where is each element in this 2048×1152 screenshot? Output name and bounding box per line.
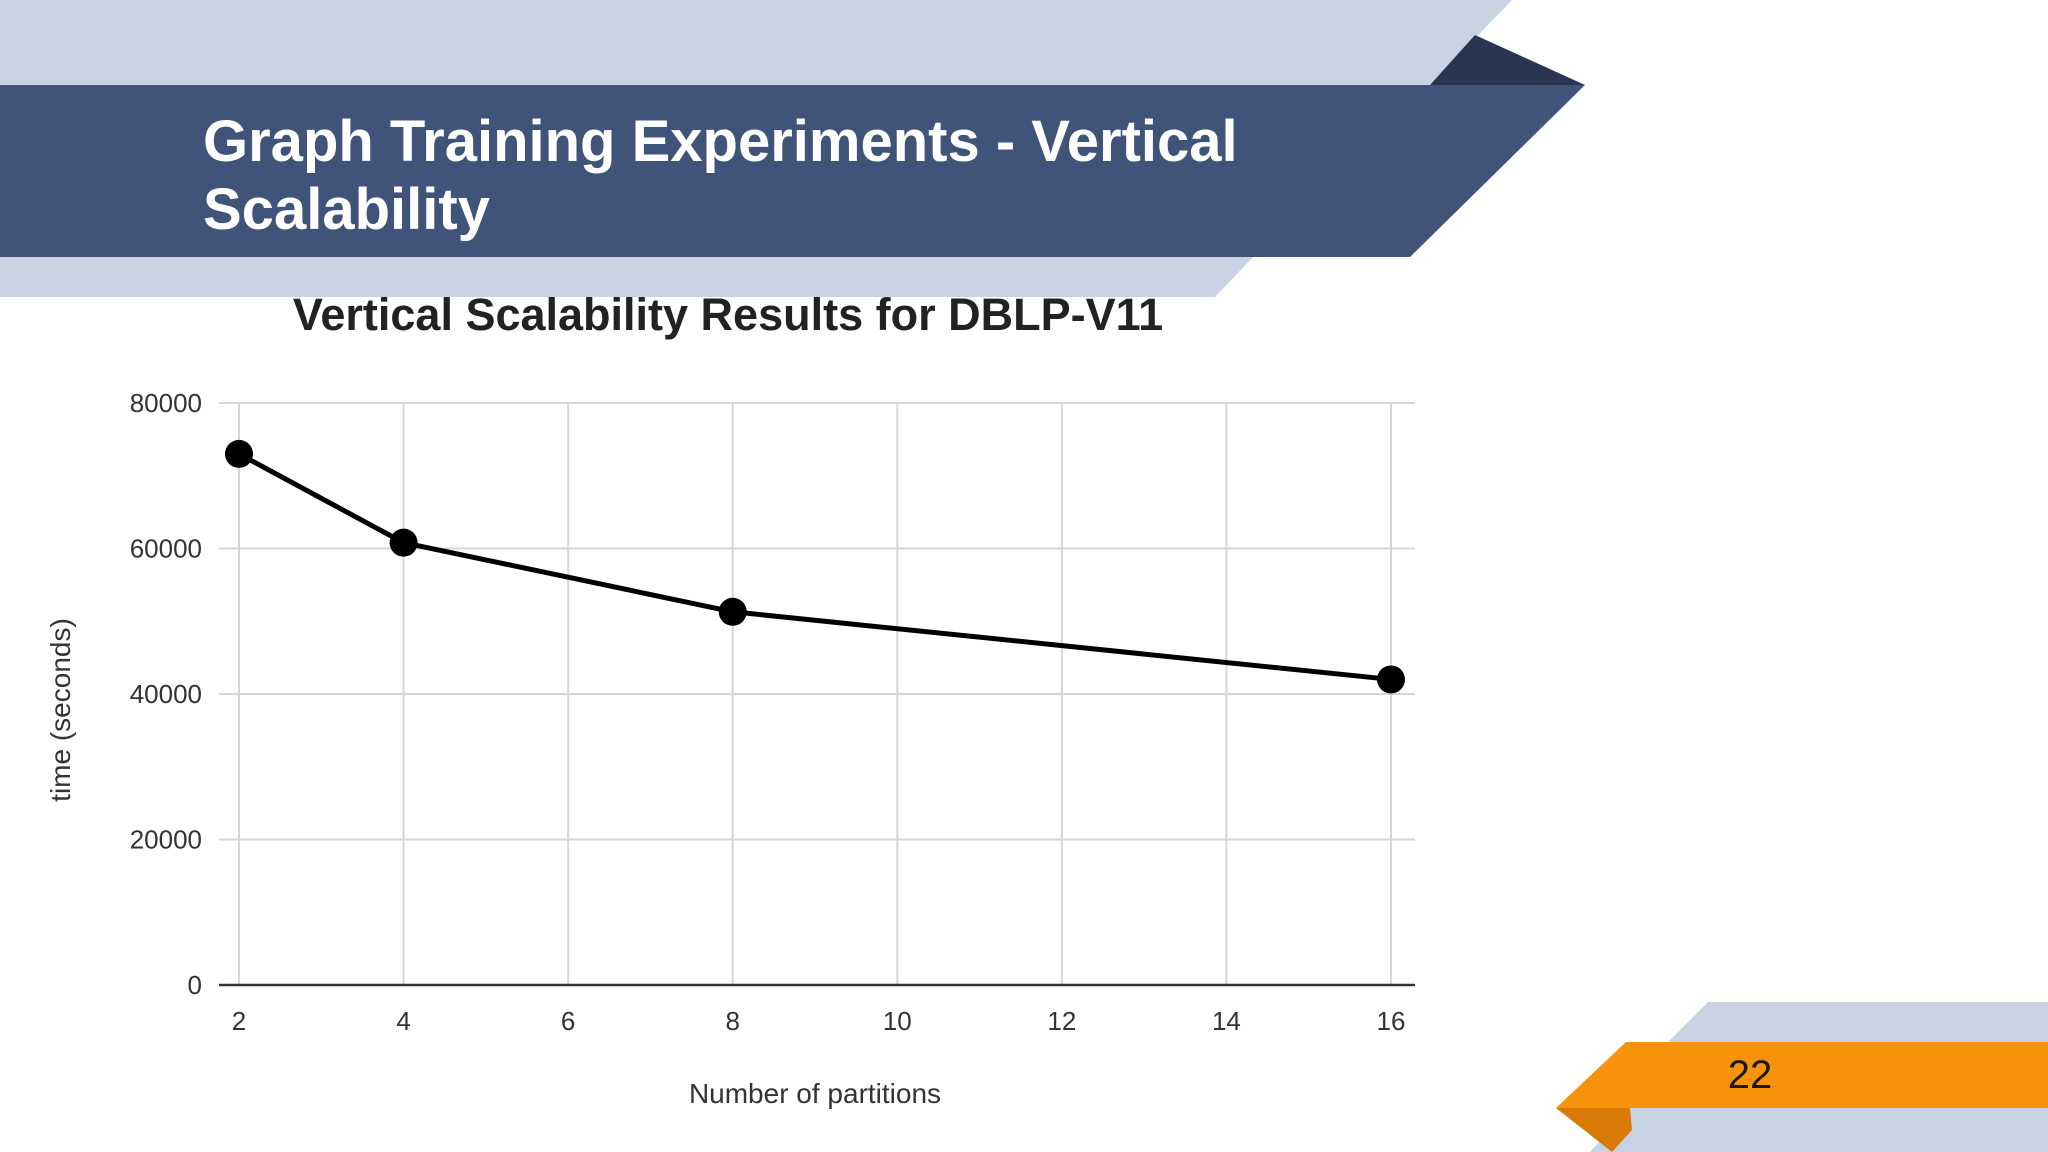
page-tab [1556, 1042, 2048, 1108]
chart-series [225, 439, 1405, 694]
dark-triangle [1430, 35, 1585, 85]
data-point [225, 439, 253, 468]
data-point [389, 528, 418, 557]
title-band [0, 85, 1585, 257]
slide-title: Graph Training Experiments - Vertical Sc… [203, 109, 1238, 242]
top-light-band [0, 0, 1512, 85]
y-tick-label: 60000 [130, 534, 202, 564]
chart-ticks: 0 20000 40000 60000 80000 2 4 6 8 10 12 14 16 [130, 388, 1406, 1036]
y-tick-label: 0 [188, 970, 202, 1000]
x-tick-label: 8 [725, 1006, 739, 1036]
chart-title: Vertical Scalability Results for DBLP-V1… [293, 289, 1163, 340]
page-tab-shadow [1556, 1108, 1632, 1152]
data-point [1377, 665, 1405, 694]
line-chart: Vertical Scalability Results for DBLP-V1… [45, 289, 1415, 1109]
data-point [718, 597, 747, 626]
bottom-right-light-band-bottom [1590, 1108, 2048, 1152]
x-tick-label: 12 [1047, 1006, 1076, 1036]
x-tick-label: 2 [232, 1006, 246, 1036]
lower-light-band [0, 255, 1255, 297]
y-tick-label: 80000 [130, 388, 202, 418]
x-tick-label: 10 [883, 1006, 912, 1036]
bottom-right-light-band-top [1668, 1002, 2048, 1042]
page-number: 22 [1727, 1053, 1773, 1097]
x-tick-label: 16 [1377, 1006, 1406, 1036]
y-tick-label: 40000 [130, 679, 202, 709]
y-tick-label: 20000 [130, 825, 202, 855]
x-axis-label: Number of partitions [689, 1078, 941, 1109]
x-tick-label: 14 [1212, 1006, 1241, 1036]
x-tick-label: 4 [396, 1006, 410, 1036]
series-line [237, 451, 1392, 682]
y-axis-label: time (seconds) [45, 618, 76, 802]
x-tick-label: 6 [561, 1006, 575, 1036]
chart-grid [219, 402, 1415, 985]
